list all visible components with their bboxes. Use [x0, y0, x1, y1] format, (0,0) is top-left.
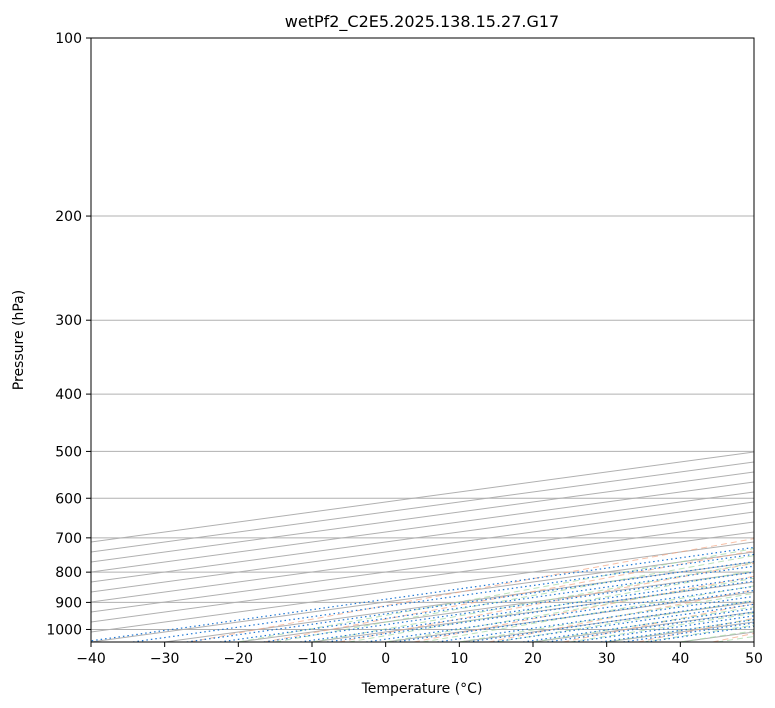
y-tick-label: 300	[55, 313, 82, 329]
dry-adiabat-line	[488, 589, 754, 642]
isotherm-line	[91, 461, 754, 553]
x-tick-label: −10	[297, 651, 327, 667]
y-tick-label: 100	[55, 31, 82, 47]
x-tick-label: 20	[524, 651, 542, 667]
moist-adiabat-line	[643, 624, 754, 642]
x-tick-label: 50	[745, 651, 763, 667]
x-tick-label: 40	[671, 651, 689, 667]
dry-adiabat-line	[189, 538, 754, 642]
isotherm-line	[91, 521, 754, 613]
mixing-ratio-line	[646, 625, 754, 642]
plot-frame	[90, 37, 755, 643]
mixing-ratio-line	[91, 546, 754, 642]
mixing-ratio-line	[327, 580, 754, 642]
isotherm-line	[91, 471, 754, 563]
dry-adiabat-line	[413, 575, 754, 642]
moist-adiabat-line	[238, 548, 754, 642]
y-tick-label: 500	[55, 444, 82, 460]
isotherm-line	[532, 611, 754, 642]
mixing-ratio-line	[437, 595, 754, 642]
y-tick-label: 400	[55, 387, 82, 403]
isotherm-line	[311, 581, 754, 642]
isotherm-line	[91, 501, 754, 593]
isotherm-line	[91, 541, 754, 633]
y-axis: 100 200 300 400 500 600 700 800 900 1000	[46, 31, 91, 638]
x-tick-label: 0	[381, 651, 390, 667]
mixing-ratio-line	[132, 553, 754, 642]
isotherm-line	[91, 511, 754, 603]
isotherm-line	[753, 641, 754, 642]
x-axis-title: Temperature (°C)	[361, 681, 483, 697]
moist-adiabat-line	[385, 577, 754, 642]
dry-adiabat-line	[264, 550, 754, 642]
x-axis: −40 −30 −20 −10 0 10 20 30 40 50	[76, 642, 763, 667]
y-tick-label: 700	[55, 531, 82, 547]
y-tick-label: 600	[55, 491, 82, 507]
x-tick-label: −40	[76, 651, 106, 667]
moist-adiabat-line	[422, 585, 754, 642]
isotherm-line	[91, 551, 754, 642]
mixing-ratio-line	[366, 585, 754, 642]
moist-adiabat-line	[311, 562, 754, 642]
x-tick-label: −20	[224, 651, 254, 667]
y-tick-label: 200	[55, 209, 82, 225]
y-tick-label: 800	[55, 565, 82, 581]
background-lines	[91, 38, 754, 642]
y-tick-label: 1000	[46, 622, 82, 638]
y-tick-label: 900	[55, 595, 82, 611]
isotherm-line	[385, 591, 754, 642]
x-tick-label: 30	[598, 651, 616, 667]
dry-adiabat-line	[712, 632, 754, 642]
isotherm-line	[91, 481, 754, 573]
y-axis-title: Pressure (hPa)	[11, 290, 27, 390]
isotherm-line	[459, 601, 754, 642]
dry-adiabat-line	[563, 603, 754, 642]
moist-adiabat-line	[459, 592, 754, 642]
dry-adiabat-line	[339, 562, 754, 642]
isotherm-line	[91, 491, 754, 583]
isotherm-line	[680, 631, 754, 642]
x-tick-label: −30	[150, 651, 180, 667]
isotherm-line	[91, 451, 754, 543]
moist-adiabat-line	[569, 612, 754, 642]
moist-adiabat-line	[680, 630, 754, 642]
chart-title: wetPf2_C2E5.2025.138.15.27.G17	[285, 12, 559, 32]
mixing-ratio-line	[523, 607, 754, 642]
x-tick-label: 10	[450, 651, 468, 667]
isotherm-line	[91, 531, 754, 623]
mixing-ratio-line	[395, 589, 754, 642]
